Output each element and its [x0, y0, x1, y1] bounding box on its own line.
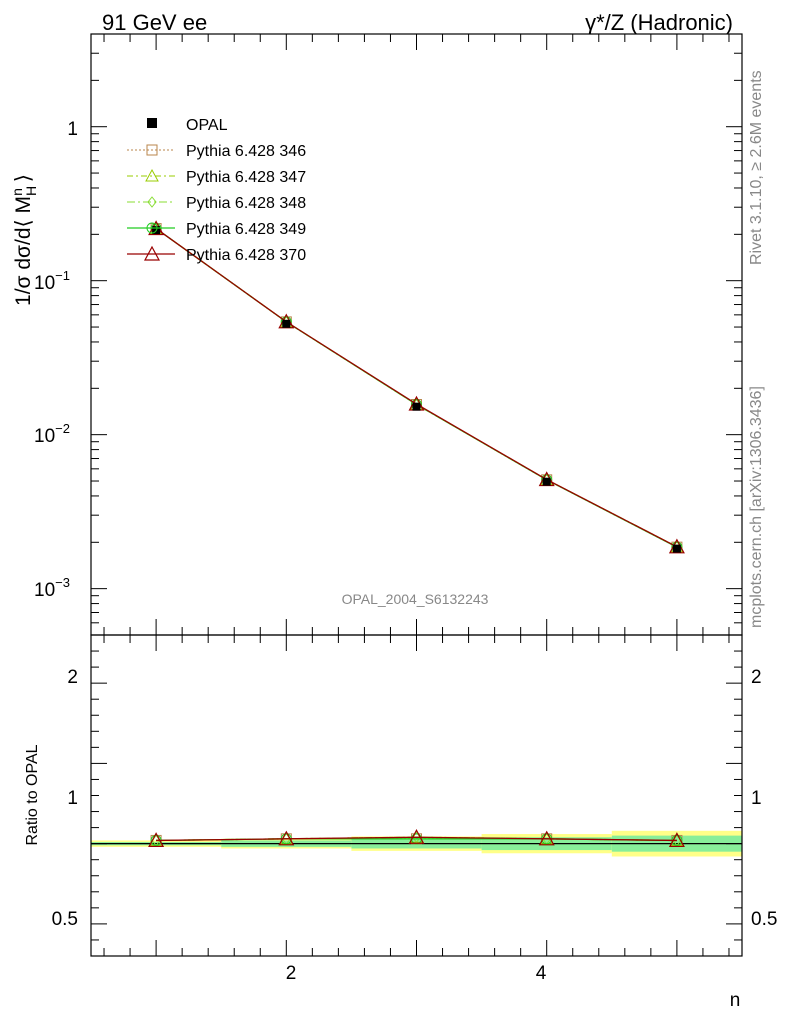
legend-label-346: Pythia 6.428 346 — [186, 143, 306, 160]
data-point-opal — [672, 544, 681, 553]
ratio-ytick-0p5: 0.5 — [52, 909, 78, 930]
ratio-panel: 2 1 0.5 2 1 0.5 2 4 Ratio to OPAL n — [24, 634, 777, 1011]
legend-marker-348 — [147, 196, 157, 208]
mcplots-label: mcplots.cern.ch [arXiv:1306.3436] — [748, 386, 765, 628]
ratio-ytick-right-1: 1 — [751, 788, 762, 809]
series-line-1 — [155, 228, 678, 548]
header-left: 91 GeV ee — [102, 10, 207, 35]
data-point-opal — [542, 477, 551, 486]
ratio-frame — [90, 634, 743, 957]
series-line-0 — [155, 228, 678, 548]
data-point-opal — [412, 402, 421, 411]
ratio-line-4 — [156, 836, 677, 842]
series-line-3 — [155, 228, 678, 548]
ratio-point — [278, 830, 295, 846]
ratio-ylabel: Ratio to OPAL — [24, 744, 41, 845]
xtick-label-2: 2 — [286, 963, 297, 984]
ratio-series — [148, 828, 685, 848]
x-axis-label: n — [730, 990, 741, 1011]
main-panel: 1 10−1 10−2 10−3 1/σ dσ/d⟨ MHn ⟩ OPAL_20… — [9, 33, 743, 636]
rivet-label: Rivet 3.1.10, ≥ 2.6M events — [748, 70, 765, 265]
main-ylabel: 1/σ dσ/d⟨ MHn ⟩ — [9, 174, 39, 306]
series-line-4 — [155, 228, 678, 548]
ytick-label-1e-2: 10−2 — [34, 421, 70, 447]
legend-marker-346 — [146, 144, 158, 156]
ratio-ytick-right-0p5: 0.5 — [751, 909, 777, 930]
legend-marker-370 — [143, 245, 161, 261]
ratio-point — [538, 830, 555, 846]
ratio-point — [408, 828, 425, 844]
ytick-label-1e-1: 10−1 — [34, 268, 70, 294]
legend-label-370: Pythia 6.428 370 — [186, 247, 306, 264]
ytick-label-1: 1 — [67, 119, 78, 140]
xtick-label-4: 4 — [536, 963, 547, 984]
ratio-ytick-2: 2 — [67, 667, 78, 688]
main-ticks — [91, 33, 742, 636]
ratio-point — [148, 832, 165, 848]
header-right: γ*/Z (Hadronic) — [585, 10, 733, 35]
data-point-opal — [282, 319, 291, 328]
ratio-ytick-1: 1 — [67, 788, 78, 809]
main-series — [148, 220, 685, 554]
series-line-2 — [155, 228, 678, 548]
ytick-label-1e-3: 10−3 — [34, 575, 70, 601]
legend-label-348: Pythia 6.428 348 — [186, 195, 306, 212]
legend-label-opal: OPAL — [186, 117, 228, 134]
ratio-ticks — [91, 634, 742, 956]
legend-label-347: Pythia 6.428 347 — [186, 169, 306, 186]
legend-marker-opal — [147, 118, 157, 128]
legend-marker-347 — [145, 168, 159, 182]
legend-label-349: Pythia 6.428 349 — [186, 221, 306, 238]
ratio-point — [668, 832, 685, 848]
ratio-ytick-right-2: 2 — [751, 667, 762, 688]
legend: OPAL Pythia 6.428 346 Pythia 6.428 347 P… — [127, 117, 306, 264]
analysis-watermark: OPAL_2004_S6132243 — [342, 591, 489, 607]
